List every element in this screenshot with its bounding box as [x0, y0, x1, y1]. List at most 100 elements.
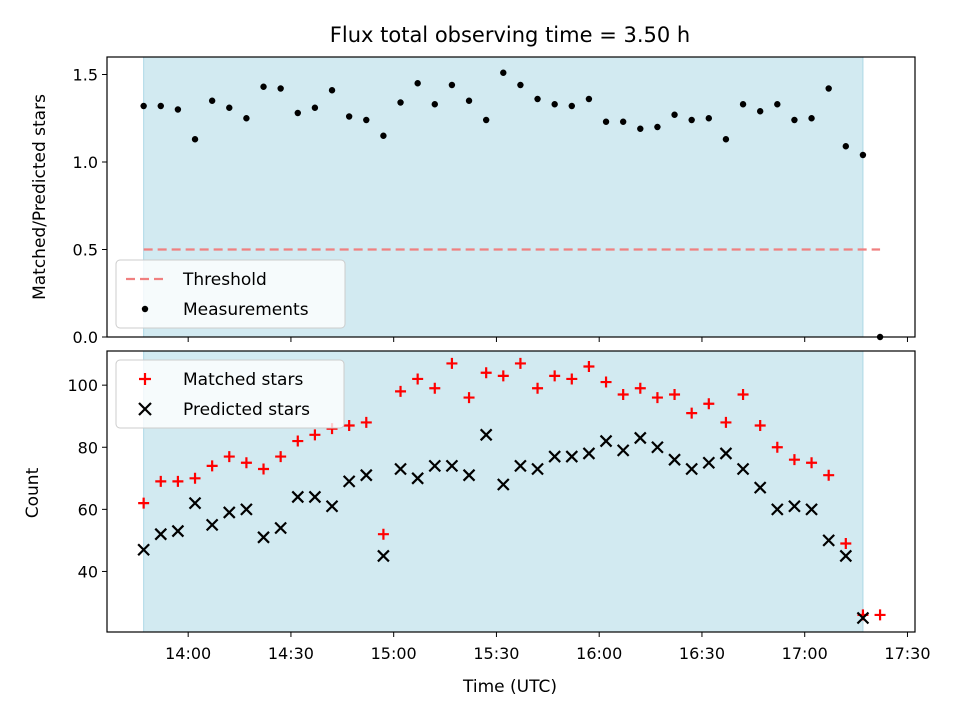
data-point [309, 429, 321, 441]
chart-title: Flux total observing time = 3.50 h [330, 23, 690, 47]
x-tick-label: 16:30 [679, 644, 725, 663]
data-point [343, 420, 355, 432]
data-point [654, 123, 661, 131]
y-tick-label: 80 [78, 438, 98, 457]
data-point [274, 521, 287, 535]
data-point [874, 609, 886, 621]
data-point [514, 357, 526, 369]
data-point [448, 81, 456, 89]
x-tick-label: 17:00 [782, 644, 828, 663]
data-point [805, 503, 818, 516]
data-point [651, 440, 664, 454]
data-point [411, 472, 424, 485]
axes-frame [106, 56, 916, 338]
data-point [688, 116, 695, 124]
data-point [445, 459, 459, 473]
data-point [822, 534, 835, 547]
y-tick-label: 100 [67, 376, 98, 395]
data-point [414, 80, 421, 87]
data-point [380, 132, 387, 139]
data-point [325, 499, 339, 513]
data-point [377, 549, 390, 563]
data-point [859, 151, 867, 159]
data-point [825, 85, 832, 92]
data-point [188, 496, 202, 510]
y-tick-label: 0.0 [73, 328, 98, 347]
data-point [208, 97, 216, 104]
top-y-axis-label: Matched/Predicted stars [30, 94, 50, 300]
data-point [583, 361, 595, 373]
data-point [634, 431, 647, 445]
data-point [191, 136, 199, 143]
data-point [856, 611, 870, 625]
data-point [771, 503, 784, 516]
data-point [549, 370, 561, 382]
data-point [791, 116, 798, 124]
data-point [294, 109, 301, 117]
x-tick-label: 14:30 [268, 644, 314, 663]
data-point [514, 459, 527, 473]
data-point [737, 388, 749, 400]
data-point [479, 428, 493, 442]
data-point [480, 367, 492, 379]
data-point [517, 81, 524, 89]
data-point [189, 472, 201, 484]
data-point [258, 463, 270, 475]
y-tick-label: 1.0 [73, 153, 98, 172]
legend-predicted-swatch [138, 402, 152, 416]
data-point [840, 538, 852, 550]
data-point [839, 549, 853, 563]
data-point [565, 450, 579, 463]
data-point [600, 376, 612, 388]
data-point [428, 459, 442, 473]
data-point [345, 113, 353, 120]
data-point [154, 527, 168, 541]
data-point [157, 102, 164, 110]
data-point [722, 136, 730, 143]
data-point [363, 116, 370, 124]
data-point [736, 462, 750, 476]
data-point [140, 102, 147, 110]
data-point [551, 101, 558, 108]
data-point [534, 95, 541, 103]
data-point [482, 116, 490, 124]
legend: Threshold Measurements [115, 259, 346, 329]
data-point [720, 416, 732, 428]
x-tick-label: 15:30 [473, 644, 519, 663]
data-point [395, 385, 407, 397]
data-point [377, 528, 389, 540]
data-point [394, 462, 407, 476]
data-point [566, 373, 578, 385]
data-point [205, 518, 219, 532]
data-point [599, 434, 613, 448]
data-point [771, 441, 783, 453]
data-point [462, 468, 476, 482]
data-point [842, 143, 850, 150]
data-point [753, 481, 767, 494]
data-point [634, 382, 646, 394]
data-point [446, 357, 458, 369]
data-point [360, 416, 372, 428]
data-point [171, 524, 185, 538]
data-point [342, 475, 356, 488]
data-point [223, 451, 235, 463]
data-point [788, 454, 800, 466]
data-point [719, 447, 733, 460]
bottom-panel: 40 60 80 100 14:00 14:30 15:00 15:30 16:00 16:30 1… [67, 350, 931, 663]
y-tick-label: 1.5 [73, 66, 98, 85]
data-point [465, 97, 473, 104]
legend-box [115, 259, 346, 329]
data-point [739, 101, 747, 108]
data-point [671, 111, 678, 118]
data-point [257, 531, 270, 544]
data-point [668, 453, 681, 466]
data-point [206, 460, 218, 472]
data-point [568, 102, 575, 110]
data-point [637, 125, 644, 132]
data-point [617, 388, 629, 400]
x-tick-label: 14:00 [165, 644, 211, 663]
data-point [429, 382, 441, 394]
legend-label: Predicted stars [183, 400, 310, 420]
data-point [412, 373, 424, 385]
